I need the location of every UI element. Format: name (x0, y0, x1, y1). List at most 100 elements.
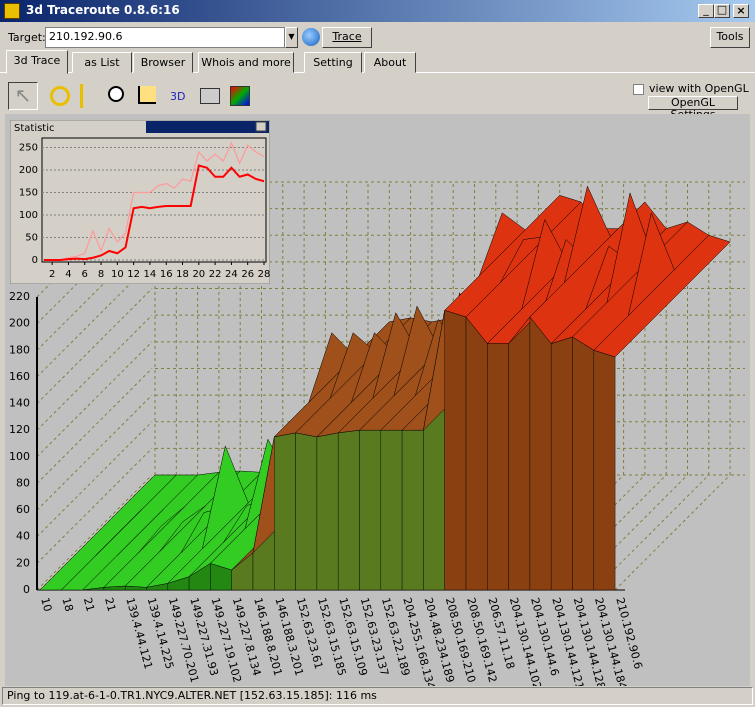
y-tick-label: 150 (19, 188, 38, 199)
surface-wall (401, 429, 424, 591)
y-tick-label: 0 (32, 255, 38, 266)
surface-wall (380, 429, 403, 591)
surface-wall (508, 316, 531, 591)
title-bar: 3d Traceroute 0.8.6:16 _ □ × (0, 0, 755, 22)
app-icon (4, 3, 20, 19)
surface-peak (393, 305, 441, 397)
x-tick-label: 14 (144, 269, 157, 280)
stat-line (44, 164, 265, 261)
surface-wall (465, 316, 488, 591)
surface-peak (500, 236, 548, 283)
panel-titlebar (146, 121, 269, 133)
stat-plot-area (41, 137, 267, 263)
surface-wall (487, 343, 509, 591)
x-tick-label: 18 (176, 269, 189, 280)
tab[interactable]: About (364, 52, 416, 73)
y-tick-label: 50 (25, 233, 38, 244)
x-tick-label: 16 (160, 269, 173, 280)
surface-wall (338, 429, 360, 591)
x-tick-label: 20 (192, 269, 205, 280)
x-tick-label: 8 (98, 269, 104, 280)
surface-wall (593, 350, 616, 591)
trace-button[interactable]: Trace (322, 27, 372, 48)
surface-wall (572, 336, 594, 591)
opengl-settings-button[interactable]: OpenGL Settings (648, 96, 738, 121)
tab[interactable]: Whois and more (198, 52, 294, 73)
window-title: 3d Traceroute 0.8.6:16 (26, 3, 180, 17)
x-tick-label: 4 (65, 269, 71, 280)
surface-peak (138, 506, 185, 554)
tab[interactable]: 3d Trace (6, 50, 68, 74)
y-tick-label: 60 (16, 503, 30, 516)
target-label: Target: (8, 31, 46, 44)
pointer-tool[interactable]: ↖ (8, 82, 38, 110)
opengl-checkbox[interactable] (633, 84, 644, 95)
refresh-tool[interactable] (50, 86, 70, 106)
surface-peak (521, 218, 569, 310)
surface-wall (295, 432, 318, 591)
y-tick-label: 220 (9, 290, 30, 303)
y-tick-label: 250 (19, 143, 38, 154)
print-tool[interactable] (200, 88, 220, 104)
x-tick-label: 6 (82, 269, 88, 280)
surface-peak (95, 509, 142, 556)
surface-peak (74, 509, 121, 556)
panel-button[interactable] (255, 121, 267, 132)
y-tick-label: 40 (16, 530, 30, 543)
surface-peak (201, 445, 249, 550)
y-tick-label: 200 (9, 317, 30, 330)
x-tick-label: 12 (127, 269, 140, 280)
x-tick-label: 2 (49, 269, 55, 280)
y-tick-label: 120 (9, 423, 30, 436)
hop-label: 21 (102, 596, 118, 613)
surface-wall (316, 432, 339, 591)
opengl-checkbox-label: view with OpenGL (649, 82, 749, 95)
export-tool[interactable] (230, 86, 250, 106)
hop-label: 21 (81, 596, 97, 613)
surface-peak (627, 212, 675, 317)
ie-icon (302, 28, 320, 46)
y-tick-label: 100 (19, 210, 38, 221)
surface-peak (372, 312, 420, 400)
y-tick-label: 140 (9, 397, 30, 410)
surface-peak (478, 212, 526, 276)
y-tick-label: 80 (16, 476, 30, 489)
surface-peak (308, 332, 356, 403)
3d-tool[interactable]: 3D (170, 90, 186, 103)
target-dropdown[interactable]: ▼ (285, 27, 298, 48)
surface-peak (329, 332, 377, 399)
y-tick-label: 180 (9, 343, 30, 356)
surface-peak (606, 191, 654, 304)
surface-peak (563, 185, 611, 284)
close-button[interactable]: × (733, 4, 749, 18)
surface-peak (159, 505, 206, 552)
surface-peak (116, 509, 164, 556)
surface-wall (529, 316, 552, 591)
hop-label: 18 (60, 596, 76, 613)
x-tick-label: 28 (258, 269, 270, 280)
tab[interactable]: as List (72, 52, 132, 73)
tab[interactable]: Setting (304, 52, 362, 73)
move-tool[interactable] (80, 84, 94, 108)
y-tick-label: 20 (16, 556, 30, 569)
hop-label: 10 (38, 596, 54, 613)
stat-line (44, 141, 265, 261)
surface-wall (359, 429, 381, 591)
surface-wall (551, 336, 573, 591)
x-tick-label: 10 (111, 269, 124, 280)
y-tick-label: 100 (9, 450, 30, 463)
axis-tool[interactable] (138, 86, 156, 104)
maximize-button[interactable]: □ (714, 4, 730, 18)
status-bar: Ping to 119.at-6-1-0.TR1.NYC9.ALTER.NET … (2, 687, 753, 705)
x-tick-label: 24 (225, 269, 238, 280)
zoom-tool[interactable] (108, 86, 124, 102)
target-input[interactable]: 210.192.90.6 (45, 27, 285, 48)
minimize-button[interactable]: _ (698, 4, 714, 18)
x-tick-label: 26 (241, 269, 254, 280)
x-tick-label: 22 (209, 269, 222, 280)
tools-button[interactable]: Tools (710, 27, 750, 48)
tab[interactable]: Browser (133, 52, 193, 73)
surface-wall (444, 310, 467, 591)
